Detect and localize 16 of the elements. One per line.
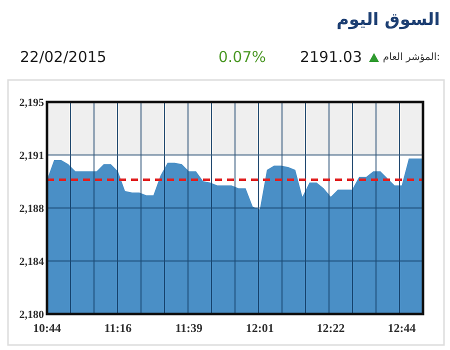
x-tick-label: 12:22 (316, 321, 345, 335)
y-tick-label: 2,188 (19, 203, 44, 215)
text: 2191.03 (300, 48, 362, 66)
y-tick-label: 2,195 (19, 97, 44, 109)
x-tick-label: 11:39 (175, 321, 203, 335)
chart-title: السوق اليوم (336, 10, 440, 30)
text: 22/02/2015 (20, 48, 106, 66)
x-tick-label: 11:16 (104, 321, 132, 335)
x-tick-label: 12:01 (246, 321, 274, 335)
text: 0.07% (218, 48, 266, 66)
y-tick-label: 2,184 (19, 256, 44, 268)
text: المؤشر العام: (382, 52, 440, 63)
y-tick-label: 2,191 (19, 150, 44, 162)
x-tick-label: 10:44 (33, 321, 61, 335)
x-tick-label: 12:44 (388, 321, 416, 335)
y-tick-label: 2,180 (19, 309, 44, 321)
